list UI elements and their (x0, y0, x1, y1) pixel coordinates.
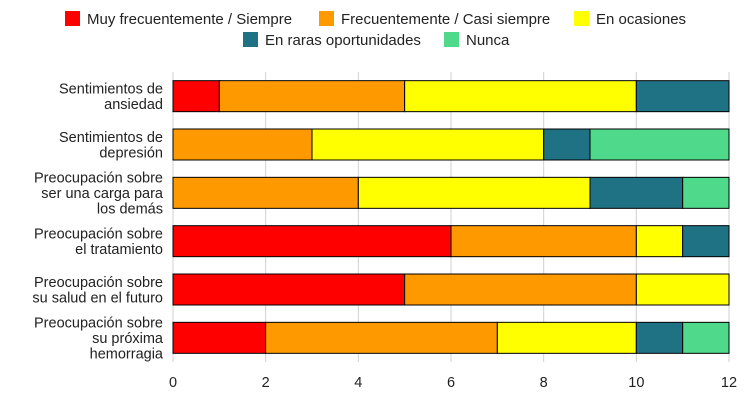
legend-label: Nunca (466, 32, 510, 49)
bar-segment (172, 225, 452, 258)
bar-segment (635, 80, 730, 113)
x-axis-ticks: 0 2 4 6 8 10 12 (169, 375, 737, 391)
category-label: Preocupación sobre (34, 226, 163, 242)
bar-segment (172, 273, 406, 306)
bar-segment (172, 176, 359, 209)
x-tick-label: 10 (628, 375, 644, 391)
legend-swatch (243, 32, 258, 47)
bar-segment (450, 225, 637, 258)
category-label: depresión (99, 145, 163, 161)
legend-label: En ocasiones (596, 11, 686, 28)
bars (172, 80, 730, 354)
x-tick-label: 0 (169, 375, 177, 391)
category-label: ser una carga para (41, 186, 164, 202)
legend-label: Frecuentemente / Casi siempre (341, 11, 550, 28)
bar-segment (404, 80, 637, 113)
bar-segment (682, 176, 730, 209)
category-label: Preocupación sobre (34, 315, 163, 331)
x-tick-label: 12 (721, 375, 737, 391)
bar-segment (682, 321, 730, 354)
bar-segment (172, 321, 267, 354)
legend-label: En raras oportunidades (265, 32, 421, 49)
x-tick-label: 8 (540, 375, 548, 391)
legend-swatch (65, 11, 80, 26)
category-label: ansiedad (104, 97, 163, 113)
x-tick-label: 4 (354, 375, 362, 391)
bar-segment (265, 321, 498, 354)
category-label: el tratamiento (75, 242, 163, 258)
bar-segment (172, 80, 220, 113)
bar-segment (496, 321, 637, 354)
legend-swatch (444, 32, 459, 47)
bar-segment (543, 128, 591, 161)
gridlines (172, 72, 730, 362)
bar-segment (218, 80, 406, 113)
bar-segment (172, 128, 313, 161)
bar-segment (682, 225, 730, 258)
bar-segment (635, 273, 730, 306)
legend: Muy frecuentemente / Siempre Frecuentemen… (65, 11, 686, 49)
category-label: su salud en el futuro (32, 290, 163, 306)
legend-swatch (319, 11, 334, 26)
bar-segment (589, 128, 730, 161)
legend-swatch (574, 11, 589, 26)
category-label: Preocupación sobre (34, 275, 163, 291)
bar-segment (635, 321, 684, 354)
category-label: Sentimientos de (59, 130, 163, 146)
category-label: su próxima (92, 331, 164, 347)
bar-segment (589, 176, 684, 209)
category-label: los demás (97, 201, 163, 217)
category-label: Sentimientos de (59, 81, 163, 97)
x-tick-label: 6 (447, 375, 455, 391)
x-tick-label: 2 (262, 375, 270, 391)
bar-segment (635, 225, 684, 258)
bar-segment (404, 273, 637, 306)
legend-label: Muy frecuentemente / Siempre (87, 11, 292, 28)
bar-segment (357, 176, 591, 209)
bar-segment (311, 128, 545, 161)
category-label: hemorragia (90, 346, 164, 362)
category-label: Preocupación sobre (34, 170, 163, 186)
